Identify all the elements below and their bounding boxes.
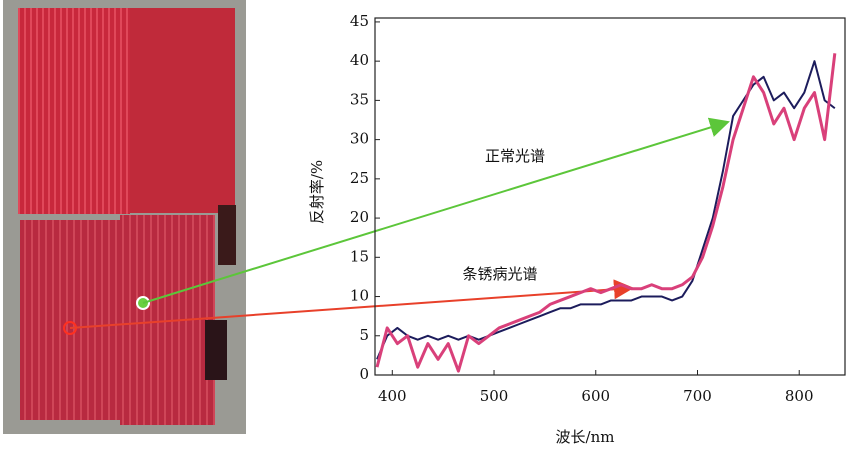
x-tick-label: 600	[581, 387, 610, 405]
y-tick-label: 40	[350, 51, 369, 69]
x-tick-label: 500	[480, 387, 509, 405]
x-tick-label: 700	[683, 387, 712, 405]
page: {"chart_data": { "type": "line", "y_labe…	[0, 0, 865, 456]
y-tick-label: 20	[350, 208, 369, 226]
y-tick-label: 45	[350, 12, 369, 30]
series-line	[377, 53, 835, 371]
y-tick-label: 0	[359, 365, 369, 383]
annotation: 条锈病光谱	[462, 265, 537, 283]
y-tick-label: 30	[350, 130, 369, 148]
y-tick-label: 10	[350, 287, 369, 305]
annotation: 正常光谱	[485, 147, 545, 165]
field-image	[3, 0, 246, 434]
y-tick-label: 5	[359, 326, 369, 344]
x-axis-label: 波长/nm	[556, 428, 615, 446]
x-tick-label: 400	[378, 387, 407, 405]
y-tick-label: 25	[350, 169, 369, 187]
x-tick-label: 800	[785, 387, 814, 405]
y-tick-label: 35	[350, 90, 369, 108]
figure: 反射率/% 波长/nm 正常光谱 条锈病光谱 0 5 10 15 20 25 30 35 40 4…	[0, 0, 865, 456]
plot-frame	[375, 18, 845, 375]
y-axis-label: 反射率/%	[308, 160, 326, 224]
y-tick-label: 15	[350, 247, 369, 265]
